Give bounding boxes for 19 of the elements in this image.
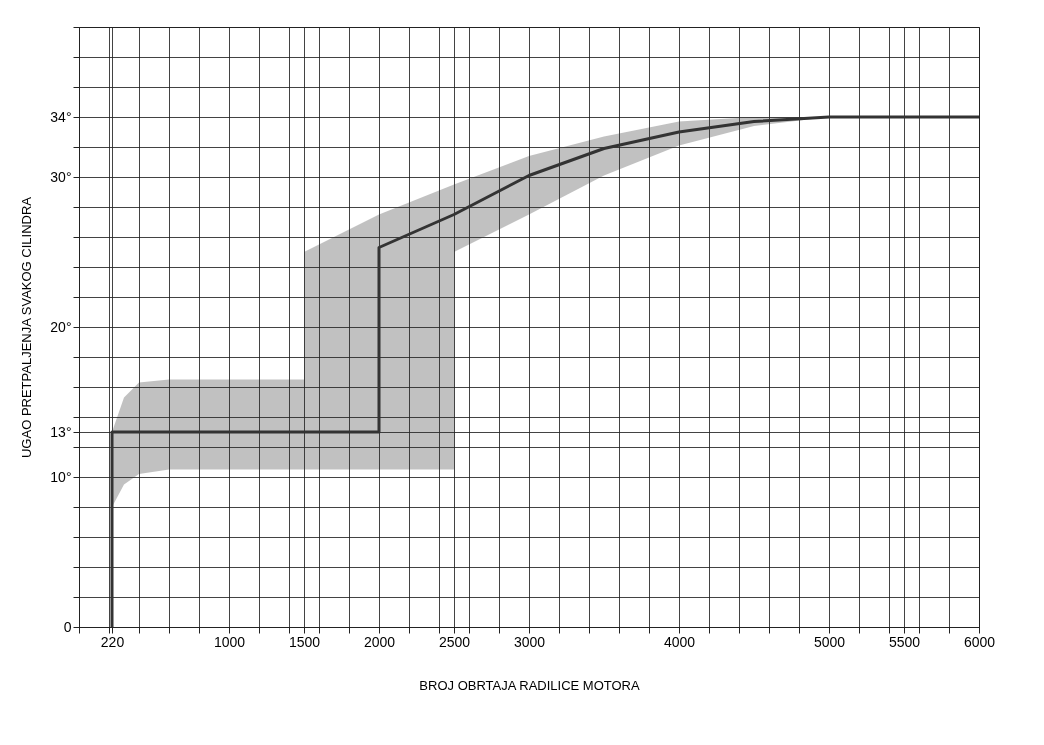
x-tick-label: 1500 [288, 633, 321, 650]
x-tick-label: 4000 [663, 633, 696, 650]
x-tick-label: 1000 [213, 633, 246, 650]
y-tick-label: 0 [63, 618, 72, 635]
x-tick-label: 2000 [363, 633, 396, 650]
x-tick-label: 2500 [438, 633, 471, 650]
y-tick-label: 30° [50, 168, 72, 185]
x-tick-label: 5000 [813, 633, 846, 650]
line-series [110, 115, 981, 629]
y-tick-label: 13° [50, 423, 72, 440]
y-tick-label: 34° [50, 108, 72, 125]
x-tick-label: 220 [100, 633, 125, 650]
y-axis-title: UGAO PRETPALJENJA SVAKOG CILINDRA [19, 196, 35, 459]
x-tick-label: 5500 [888, 633, 921, 650]
y-tick-label: 10° [50, 468, 72, 485]
x-tick-label: 3000 [513, 633, 546, 650]
x-axis-title: BROJ OBRTAJA RADILICE MOTORA [419, 677, 640, 693]
y-tick-label: 20° [50, 318, 72, 335]
x-tick-label: 6000 [963, 633, 996, 650]
